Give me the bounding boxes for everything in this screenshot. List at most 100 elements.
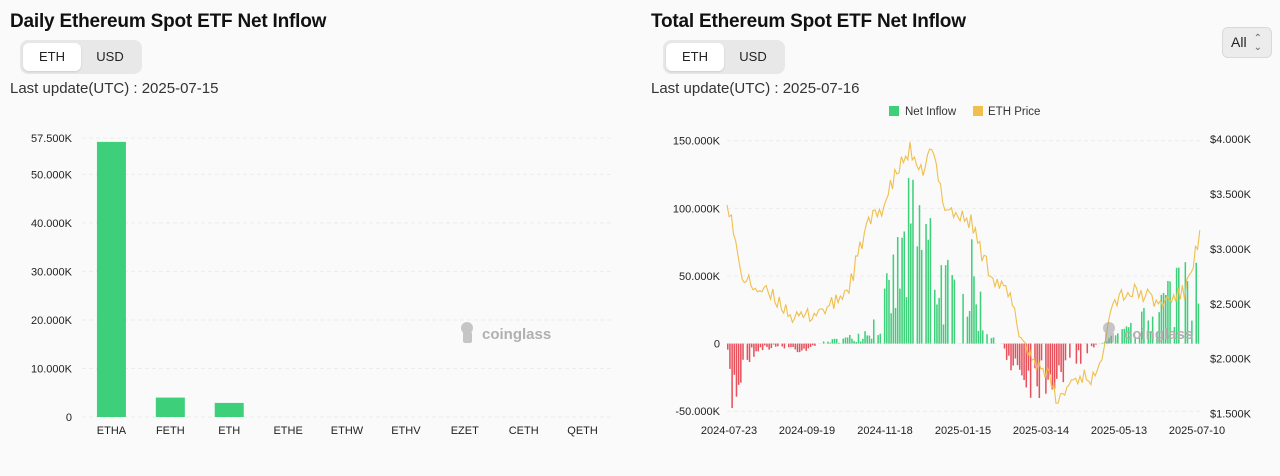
inflow-bar bbox=[872, 319, 875, 344]
logo-body-icon bbox=[463, 332, 472, 343]
inflow-bar bbox=[1058, 343, 1060, 366]
inflow-bar bbox=[1012, 343, 1014, 366]
inflow-bar bbox=[927, 239, 929, 344]
inflow-bar bbox=[1014, 343, 1017, 359]
total-eth-option[interactable]: ETH bbox=[666, 43, 724, 71]
inflow-bar bbox=[855, 341, 858, 344]
inflow-bar bbox=[1040, 343, 1043, 361]
x-tick-label: ETHE bbox=[273, 425, 302, 437]
inflow-bar bbox=[870, 338, 873, 344]
inflow-bar bbox=[1056, 343, 1058, 379]
inflow-bar bbox=[774, 343, 777, 347]
inflow-bar bbox=[790, 343, 792, 348]
inflow-bar bbox=[890, 313, 892, 344]
chevron-updown-icon: ⌃ ⌄ bbox=[1253, 33, 1262, 53]
logo-head-icon bbox=[461, 322, 473, 334]
inflow-bar bbox=[803, 343, 805, 349]
inflow-bar bbox=[770, 343, 773, 349]
y-left-tick-label: 150.000K bbox=[673, 136, 721, 148]
inflow-bar bbox=[868, 335, 871, 344]
inflow-bar bbox=[777, 343, 779, 347]
inflow-bar bbox=[759, 343, 762, 348]
logo-head-icon bbox=[1103, 322, 1115, 334]
left-watermark-logo-icon bbox=[461, 322, 473, 343]
legend-net-inflow-swatch bbox=[889, 106, 899, 116]
inflow-bar bbox=[1127, 327, 1130, 344]
inflow-bar bbox=[1045, 343, 1047, 394]
daily-eth-option[interactable]: ETH bbox=[23, 43, 81, 71]
y-tick-label: 30.000K bbox=[31, 266, 73, 278]
x-tick-label: 2025-03-14 bbox=[1013, 425, 1069, 437]
inflow-bar bbox=[831, 339, 834, 344]
inflow-bar bbox=[1175, 267, 1178, 344]
inflow-bar bbox=[1077, 343, 1080, 351]
inflow-bar bbox=[748, 343, 751, 362]
inflow-bar bbox=[842, 338, 845, 344]
x-tick-label: ETHW bbox=[331, 425, 364, 437]
y-right-tick-label: $3.500K bbox=[1210, 189, 1252, 201]
inflow-bar bbox=[1023, 343, 1025, 381]
inflow-bar bbox=[986, 334, 988, 344]
inflow-bar bbox=[1167, 280, 1169, 344]
inflow-bar bbox=[1117, 333, 1119, 344]
inflow-bar bbox=[740, 343, 742, 383]
inflow-bar bbox=[735, 343, 738, 397]
inflow-bar bbox=[1149, 332, 1152, 344]
inflow-bar bbox=[1169, 281, 1171, 344]
inflow-bar bbox=[1173, 327, 1176, 344]
inflow-bar bbox=[1075, 343, 1078, 364]
inflow-bar bbox=[822, 341, 825, 344]
daily-inflow-panel: Daily Ethereum Spot ETF Net Inflow ETH U… bbox=[0, 0, 630, 476]
inflow-bar bbox=[866, 335, 868, 344]
inflow-bar bbox=[742, 343, 744, 360]
inflow-bar bbox=[975, 304, 977, 344]
inflow-bar bbox=[1060, 343, 1062, 372]
total-usd-option[interactable]: USD bbox=[739, 49, 767, 64]
bar-etha bbox=[96, 141, 126, 417]
inflow-bar bbox=[1197, 303, 1200, 344]
x-tick-label: 2024-07-23 bbox=[701, 425, 757, 437]
total-inflow-panel: Total Ethereum Spot ETF Net Inflow ETH U… bbox=[642, 0, 1280, 476]
inflow-bar bbox=[1051, 343, 1054, 390]
legend-net-inflow: Net Inflow bbox=[905, 106, 957, 118]
inflow-bar bbox=[1003, 343, 1006, 349]
y-right-tick-label: $1.500K bbox=[1210, 409, 1252, 421]
inflow-bar bbox=[731, 343, 733, 409]
total-last-update: Last update(UTC) : 2025-07-16 bbox=[651, 80, 860, 97]
inflow-bar bbox=[814, 343, 816, 346]
inflow-bar bbox=[936, 304, 938, 344]
inflow-bar bbox=[1140, 311, 1143, 344]
inflow-bar bbox=[920, 249, 923, 344]
range-select[interactable]: All ⌃ ⌄ bbox=[1222, 27, 1272, 58]
inflow-bar bbox=[1027, 343, 1030, 371]
inflow-bar bbox=[899, 288, 901, 344]
inflow-bar bbox=[755, 343, 757, 352]
total-unit-toggle: ETH USD bbox=[663, 40, 785, 74]
inflow-bar bbox=[1130, 322, 1132, 344]
inflow-bar bbox=[1010, 343, 1012, 371]
inflow-bar bbox=[1134, 337, 1136, 344]
inflow-bar bbox=[933, 289, 936, 344]
inflow-bar bbox=[1095, 343, 1097, 345]
x-tick-label: CETH bbox=[509, 425, 539, 437]
inflow-bar bbox=[953, 279, 956, 344]
inflow-bar bbox=[940, 265, 943, 344]
inflow-bar bbox=[877, 335, 879, 344]
inflow-bar bbox=[838, 342, 840, 344]
y-right-tick-label: $2.500K bbox=[1210, 299, 1252, 311]
inflow-bar bbox=[1158, 312, 1160, 344]
y-right-tick-label: $2.000K bbox=[1210, 354, 1252, 366]
inflow-bar bbox=[951, 275, 953, 344]
inflow-bar bbox=[1029, 343, 1032, 398]
inflow-bar bbox=[1069, 343, 1071, 358]
inflow-bar bbox=[753, 343, 755, 357]
inflow-bar bbox=[1008, 343, 1010, 356]
inflow-bar bbox=[910, 223, 912, 344]
daily-usd-option[interactable]: USD bbox=[96, 49, 124, 64]
inflow-bar bbox=[1195, 262, 1197, 344]
inflow-bar bbox=[916, 246, 919, 344]
inflow-bar bbox=[846, 337, 849, 344]
inflow-bar bbox=[1138, 337, 1141, 344]
y-right-tick-label: $4.000K bbox=[1210, 134, 1252, 146]
daily-last-update: Last update(UTC) : 2025-07-15 bbox=[10, 80, 219, 97]
